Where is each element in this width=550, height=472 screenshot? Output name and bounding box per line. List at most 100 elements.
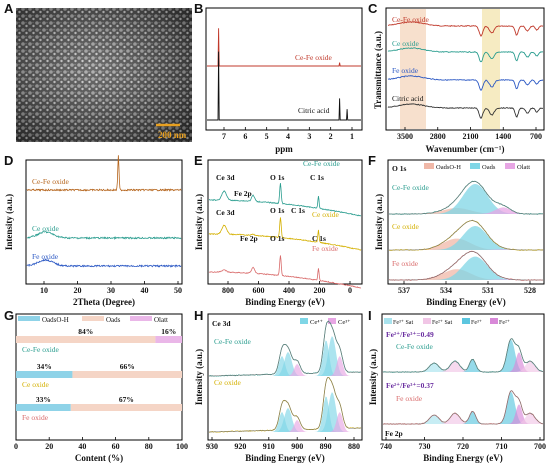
peak-label-o1s-2: O 1s [270, 206, 284, 215]
xtick-label: 80 [145, 442, 153, 451]
xtick-label: 40 [78, 442, 86, 451]
xtick-label: 6 [243, 132, 247, 141]
peak-label-fe2p-1: Fe 2p [234, 189, 252, 198]
legend-label-ce3-h: Ce³⁺ [338, 319, 351, 326]
fe2p-component [383, 413, 543, 424]
xtick-label: 20 [45, 442, 53, 451]
xtick-label: 2100 [463, 132, 479, 141]
xlabel-f: Binding Energy (eV) [426, 297, 506, 307]
xtick-label: 50 [174, 286, 182, 295]
xtick-label: 0 [348, 286, 352, 295]
xtick-label: 2 [329, 132, 333, 141]
label-ce-oxide-h: Ce oxide [214, 378, 242, 387]
label-ce-fe-oxide-b: Ce-Fe oxide [295, 53, 333, 62]
label-fe-oxide-d: Fe oxide [32, 252, 59, 261]
ftir-line [387, 103, 544, 119]
peak-label-c1s-1: C 1s [310, 173, 324, 182]
legend-swatch-ce3-h [328, 318, 336, 324]
ce3d-component [209, 352, 361, 376]
legend-swatch-olatt-f [505, 163, 515, 169]
fe2p-component [383, 391, 543, 424]
fit-oads [389, 184, 543, 214]
xtick-label: 20 [74, 286, 82, 295]
xtick-label: 930 [206, 442, 218, 451]
label-ce-fe-oxide-c: Ce-Fe oxide [392, 15, 430, 24]
xtick-label: 700 [534, 442, 546, 451]
legend-swatch-olatt-g [130, 316, 152, 321]
xtick-label: 4 [286, 132, 290, 141]
label-fe-oxide-c: Fe oxide [392, 66, 419, 75]
fit-olatt [389, 249, 543, 250]
label-ce-oxide-c: Ce oxide [392, 39, 420, 48]
xps-survey-line [208, 183, 362, 217]
xlabel-g: Content (%) [75, 453, 123, 463]
xticks-c: 3500 2800 2100 1400 700 [397, 127, 542, 141]
label-ce-fe-oxide-i: Ce-Fe oxide [396, 342, 434, 351]
panel-d: D 10 20 30 40 50 2Theta (Degree) Intensity (… [4, 153, 183, 307]
title-i: Fe 2p [385, 429, 403, 438]
nmr-spectrum-citric-acid [207, 51, 361, 121]
label-ce-fe-oxide-e: Ce-Fe oxide [303, 159, 341, 168]
xtick-label: 531 [482, 286, 494, 295]
xtick-label: 5 [265, 132, 269, 141]
bar-category-label: Fe oxide [22, 413, 49, 422]
ratio-fe-oxide: Fe²⁺/Fe³⁺=0.37 [386, 381, 434, 390]
bar-value-label: 84% [78, 327, 93, 336]
xtick-label: 537 [398, 286, 410, 295]
legend-label-oads-g: Oads [106, 316, 121, 324]
bar-category-label: Ce-Fe oxide [22, 345, 60, 354]
xlabel-c: Wavenumber (cm⁻¹) [425, 144, 504, 154]
bar-segment [72, 371, 182, 378]
plot-frame-b [205, 7, 363, 131]
ftir-line [387, 47, 544, 63]
legend-g: OadsO-H Oads Olatt [18, 316, 168, 324]
fe2p-component [383, 361, 543, 372]
ftir-line [387, 21, 544, 37]
legend-label-fe2-i: Fe²⁺ [499, 320, 510, 326]
label-ce-fe-oxide-f: Ce-Fe oxide [392, 183, 430, 192]
fe2p-component [383, 361, 543, 372]
ce3d-component [209, 408, 361, 432]
label-fe-oxide-f: Fe oxide [392, 259, 419, 268]
xticks-h: 930 920 910 900 890 880 [206, 437, 360, 451]
xticks-f: 537 534 531 528 [398, 281, 536, 295]
ylabel-c: Transmittance (a.u.) [373, 31, 383, 109]
legend-label-fe2sat-i: Fe²⁺ Sat [432, 320, 452, 326]
ftir-spectra [387, 21, 544, 119]
legend-label-oadsoh-g: OadsO-H [42, 316, 69, 324]
xtick-label: 800 [222, 286, 234, 295]
fit-olatt [389, 207, 543, 214]
panel-letter-i: I [368, 308, 372, 323]
xtick-label: 30 [107, 286, 115, 295]
ce3d-fits [208, 320, 362, 433]
xrd-line [26, 258, 182, 269]
legend-swatch-fe2-i [490, 318, 498, 324]
fit-oads [389, 256, 543, 280]
xtick-label: 400 [283, 286, 295, 295]
legend-swatch-fe3-i [462, 318, 470, 324]
label-citric-acid-c: Citric acid [392, 94, 424, 103]
xtick-label: 10 [40, 286, 48, 295]
fe2p-fits [382, 338, 544, 425]
xps-survey-spectra [208, 183, 362, 289]
plot-frame-c [385, 7, 545, 131]
xtick-label: 0 [14, 442, 18, 451]
ylabel-f: Intensity (a.u.) [374, 194, 384, 250]
xtick-label: 730 [419, 442, 431, 451]
panel-letter-b: B [194, 1, 203, 16]
ce3d-component [209, 412, 361, 432]
xtick-label: 534 [440, 286, 452, 295]
bar-segment [155, 336, 182, 343]
xtick-label: 600 [253, 286, 265, 295]
xtick-label: 1 [350, 132, 354, 141]
highlight-band-oh [400, 9, 426, 129]
xtick-label: 740 [380, 442, 392, 451]
fe2p-component [383, 339, 543, 372]
xtick-label: 700 [530, 132, 542, 141]
fit-olatt [389, 279, 543, 280]
bar-value-label: 67% [119, 395, 134, 404]
xtick-label: 920 [234, 442, 246, 451]
sem-shading [16, 8, 192, 142]
ylabel-d: Intensity (a.u.) [4, 194, 14, 250]
